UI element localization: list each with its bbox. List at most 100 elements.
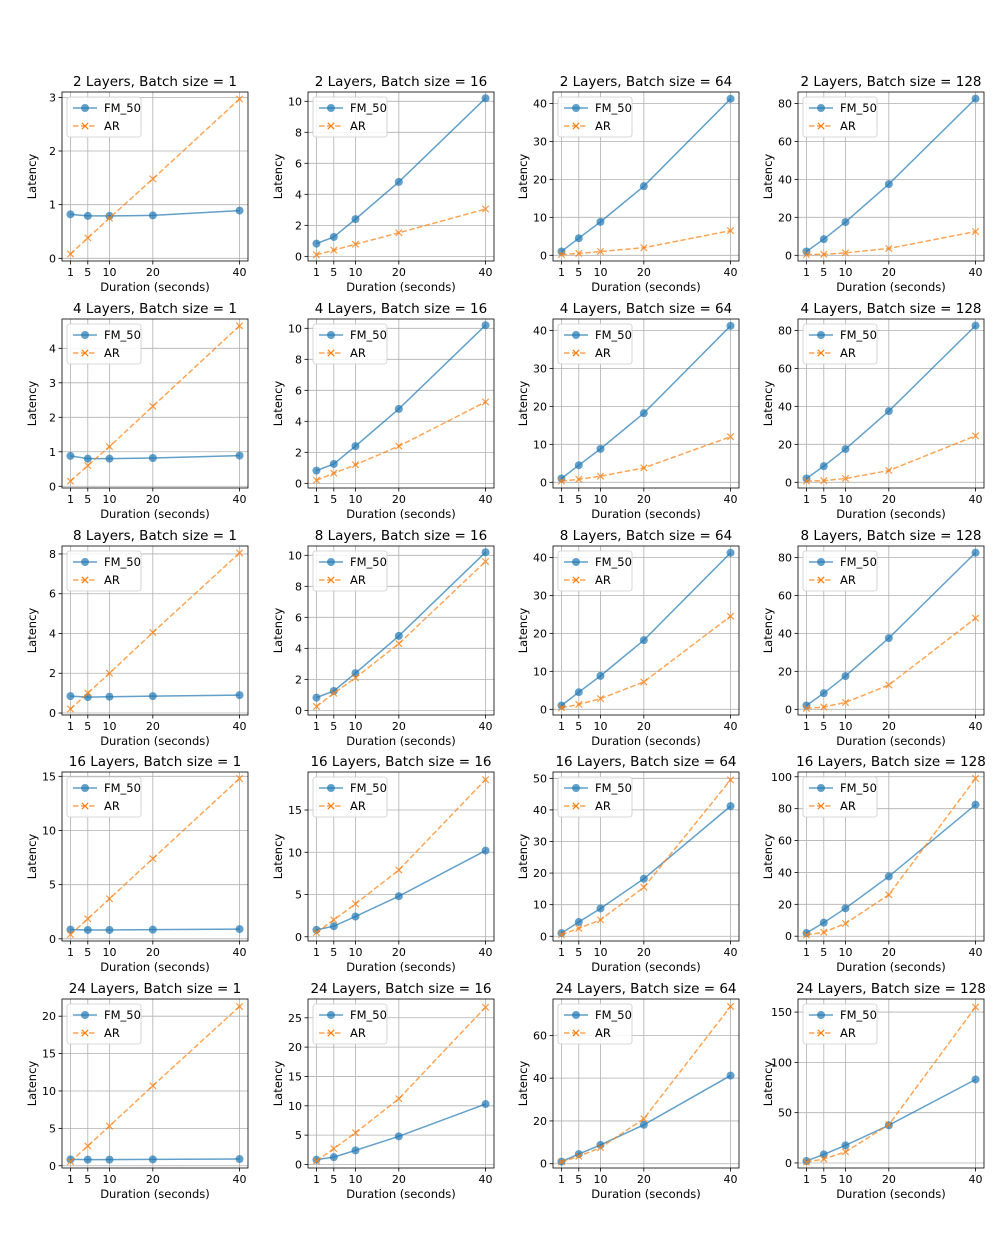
legend-fm50-marker — [81, 784, 89, 792]
x-tick-label: 10 — [102, 266, 116, 279]
y-tick-label: 4 — [49, 627, 56, 640]
y-tick-label: 40 — [778, 400, 792, 413]
ar-point — [395, 640, 403, 648]
legend: FM_50 AR — [66, 550, 142, 592]
legend-fm50-marker — [81, 1011, 89, 1019]
fm50-point — [596, 217, 605, 226]
legend: FM_50 AR — [557, 96, 633, 138]
x-axis-label: Duration (seconds) — [591, 280, 701, 294]
subplot-16: 16 Layers, Batch size = 128 1 5 10 20 40 0 20 40… — [761, 754, 986, 974]
y-tick-label: 5 — [295, 889, 302, 902]
ar-point — [235, 1002, 244, 1011]
subplot-12: 8 Layers, Batch size = 128 1 5 10 20 40 0 20 40 6… — [761, 528, 985, 748]
ar-point — [841, 1148, 850, 1156]
x-tick-label: 40 — [233, 1173, 247, 1186]
series-fm50 — [557, 802, 735, 938]
fm50-point — [351, 442, 360, 451]
fm50-point — [66, 1155, 75, 1164]
legend-fm50-label: FM_50 — [350, 1008, 387, 1022]
x-axis-label: Duration (seconds) — [836, 734, 946, 748]
legend-ar-label: AR — [350, 799, 366, 813]
y-tick-label: 0 — [540, 930, 547, 943]
y-tick-label: 5 — [49, 1122, 56, 1135]
ar-point — [802, 931, 811, 939]
x-tick-label: 20 — [392, 720, 406, 733]
x-tick-label: 10 — [838, 266, 852, 279]
series-ar — [557, 612, 735, 712]
legend-fm50-marker — [327, 558, 335, 566]
fm50-point — [83, 211, 92, 220]
legend-ar-label: AR — [350, 346, 366, 360]
x-tick-label: 20 — [882, 946, 896, 959]
ar-point — [351, 1129, 360, 1137]
ar-line — [316, 208, 486, 256]
ar-point — [105, 442, 114, 451]
fm50-point — [235, 691, 244, 700]
subplot-title: 16 Layers, Batch size = 16 — [310, 754, 491, 770]
x-tick-label: 10 — [838, 1173, 852, 1186]
fm50-point — [66, 692, 75, 701]
subplot-3: 2 Layers, Batch size = 64 1 5 10 20 40 0 10 20 30… — [516, 74, 740, 294]
fm50-point — [105, 454, 114, 463]
y-tick-label: 40 — [778, 173, 792, 186]
subplot-title: 8 Layers, Batch size = 128 — [800, 528, 981, 544]
fm50-point — [639, 874, 648, 883]
y-tick-label: 0 — [49, 1160, 56, 1173]
x-tick-label: 5 — [84, 720, 91, 733]
ar-point — [820, 250, 828, 258]
legend-ar-marker — [327, 122, 335, 130]
subplot-title: 2 Layers, Batch size = 16 — [315, 74, 487, 90]
fm50-point — [841, 1141, 850, 1150]
y-tick-label: 4 — [295, 415, 302, 428]
x-axis-label: Duration (seconds) — [591, 1187, 701, 1201]
fm50-line — [316, 1103, 486, 1161]
fm50-point — [235, 206, 244, 215]
series-ar — [66, 774, 244, 939]
fm50-point — [819, 235, 828, 244]
x-tick-label: 10 — [838, 720, 852, 733]
legend: FM_50 AR — [802, 323, 878, 365]
y-tick-label: 10 — [533, 211, 547, 224]
fm50-point — [148, 925, 157, 934]
series-ar — [312, 205, 490, 259]
series-ar — [557, 776, 735, 939]
y-tick-label: 20 — [533, 1115, 547, 1128]
ar-point — [640, 883, 648, 891]
ar-point — [557, 1158, 566, 1166]
legend-ar-marker — [572, 1029, 580, 1037]
ar-point — [971, 227, 980, 236]
legend-ar-marker — [81, 576, 89, 584]
ar-point — [330, 246, 338, 254]
fm50-point — [329, 459, 338, 468]
ar-point — [105, 1122, 114, 1130]
subplot-2: 2 Layers, Batch size = 16 1 5 10 20 40 0 2 4 6 8 10… — [271, 74, 495, 294]
y-axis-label: Latency — [761, 834, 775, 880]
y-tick-label: 0 — [785, 249, 792, 262]
x-tick-label: 5 — [84, 266, 91, 279]
fm50-point — [481, 321, 490, 330]
ar-point — [557, 704, 566, 712]
ar-line — [561, 436, 731, 482]
x-axis-label: Duration (seconds) — [591, 734, 701, 748]
y-axis-label: Latency — [271, 381, 285, 427]
y-axis-label: Latency — [516, 381, 530, 427]
x-tick-label: 5 — [820, 1173, 827, 1186]
ar-point — [726, 433, 735, 441]
y-tick-label: 60 — [778, 589, 792, 602]
axes-frame — [552, 545, 740, 716]
fm50-point — [66, 451, 75, 460]
fm50-point — [394, 892, 403, 901]
ar-point — [330, 1145, 338, 1153]
y-axis-label: Latency — [761, 1061, 775, 1107]
legend-fm50-marker — [572, 558, 580, 566]
legend-ar-label: AR — [595, 799, 611, 813]
ar-point — [971, 614, 980, 622]
legend-fm50-marker — [572, 331, 580, 339]
fm50-point — [235, 925, 244, 934]
y-tick-label: 10 — [533, 665, 547, 678]
y-tick-label: 25 — [288, 1012, 302, 1025]
fm50-point — [574, 234, 583, 243]
fm50-point — [557, 247, 566, 256]
ar-line — [806, 230, 976, 256]
subplot-10: 8 Layers, Batch size = 16 1 5 10 20 40 0 2 4 6 8 10… — [271, 528, 495, 748]
